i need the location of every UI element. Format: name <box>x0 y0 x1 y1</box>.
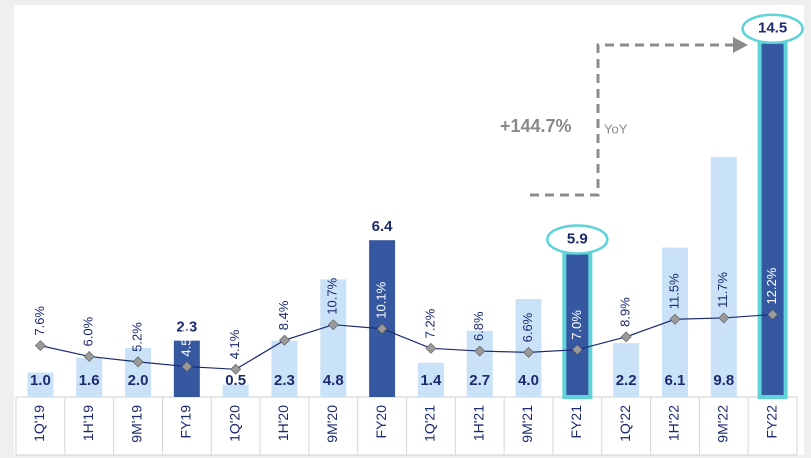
x-tick-label: 1H'20 <box>275 405 291 441</box>
bar <box>76 357 103 397</box>
line-value-label: 7.0% <box>569 310 584 340</box>
marker <box>571 344 583 356</box>
bar-value-label: 1.6 <box>79 372 100 389</box>
bar-value-label: 2.2 <box>616 372 637 389</box>
x-tick-label: 1Q'20 <box>226 405 242 442</box>
bar <box>562 250 593 399</box>
arrow-line <box>530 43 735 197</box>
marker <box>34 340 46 352</box>
bar <box>222 384 249 397</box>
bar <box>466 330 493 397</box>
separators <box>15 397 798 455</box>
bar <box>320 279 347 397</box>
line-value-label: 7.6% <box>32 306 47 336</box>
bar-value-label: 5.9 <box>567 230 588 247</box>
x-tick-label: 1Q'21 <box>422 405 438 442</box>
x-tick-label: FY21 <box>568 405 584 439</box>
marker <box>132 356 144 368</box>
bar <box>710 156 737 397</box>
line-value-label: 4.5% <box>178 327 193 357</box>
marker <box>523 346 534 358</box>
bar-value-label: 4.8 <box>323 372 344 389</box>
bar-value-label: 2.0 <box>128 372 149 389</box>
line-value-label: 6.6% <box>520 312 535 342</box>
line-value-label: 8.4% <box>276 300 291 330</box>
marker <box>327 319 339 331</box>
x-tick-label: 9M'19 <box>129 405 145 443</box>
marker <box>718 312 730 324</box>
bar <box>369 240 396 397</box>
bar-value-label: 6.4 <box>372 218 394 235</box>
bar-value-label: 2.7 <box>469 372 490 389</box>
bar <box>757 39 788 399</box>
x-tick-label: 1H'22 <box>666 405 682 441</box>
bar-value-label: 14.5 <box>758 20 787 37</box>
line-value-label: 7.2% <box>422 308 437 338</box>
bar-value-label: 9.8 <box>713 372 734 389</box>
x-tick-label: 1Q'19 <box>31 405 47 442</box>
line <box>40 313 773 370</box>
bar-value-label: 6.1 <box>665 372 686 389</box>
bar <box>27 372 54 397</box>
marker <box>620 331 632 343</box>
bar <box>417 362 444 397</box>
line-value-label: 6.0% <box>81 316 96 346</box>
marker <box>83 351 95 362</box>
bar-value-label: 1.4 <box>420 372 442 389</box>
marker <box>181 361 193 373</box>
marker <box>425 342 437 354</box>
line-value-label: 12.2% <box>764 267 779 304</box>
bar-value-label: 2.3 <box>176 319 197 336</box>
marker <box>767 309 779 320</box>
x-tick-label: 1H'21 <box>470 405 486 441</box>
x-tick-label: 1Q'22 <box>617 405 633 442</box>
bar-value-label: 4.0 <box>518 372 539 389</box>
bar <box>125 348 152 397</box>
line-value-label: 11.5% <box>666 273 681 309</box>
line-value-label: 8.9% <box>618 297 633 327</box>
x-tick-label: 9M'20 <box>324 405 340 443</box>
line-value-label: 10.1% <box>374 281 389 318</box>
line-value-label: 10.7% <box>325 277 340 314</box>
marker <box>279 334 290 346</box>
marker <box>376 323 388 335</box>
bar <box>613 343 640 397</box>
marker <box>474 345 486 357</box>
x-tick-label: 9M'21 <box>519 405 535 443</box>
annotation-text: +144.7% <box>500 116 572 136</box>
marker <box>230 363 242 375</box>
annotation-unit: YoY <box>604 121 628 136</box>
line-value-label: 4.1% <box>227 329 242 359</box>
x-tick-label: FY22 <box>763 405 779 439</box>
bar-value-label: 0.5 <box>225 372 246 389</box>
line-value-label: 5.2% <box>129 322 144 352</box>
line-value-label: 6.8% <box>471 311 486 341</box>
bar-value-label: 1.0 <box>30 372 51 389</box>
highlight-ring <box>546 224 609 255</box>
x-tick-label: 1H'19 <box>80 405 96 441</box>
x-tick-label: FY19 <box>178 405 194 439</box>
bar-value-label: 2.3 <box>274 372 295 389</box>
line-value-label: 11.7% <box>715 272 730 308</box>
x-tick-label: FY20 <box>373 405 389 439</box>
highlight-ring <box>741 13 804 44</box>
bar <box>271 340 298 397</box>
x-tick-label: 9M'22 <box>714 405 730 443</box>
marker <box>669 313 681 325</box>
arrow-head <box>733 37 748 53</box>
